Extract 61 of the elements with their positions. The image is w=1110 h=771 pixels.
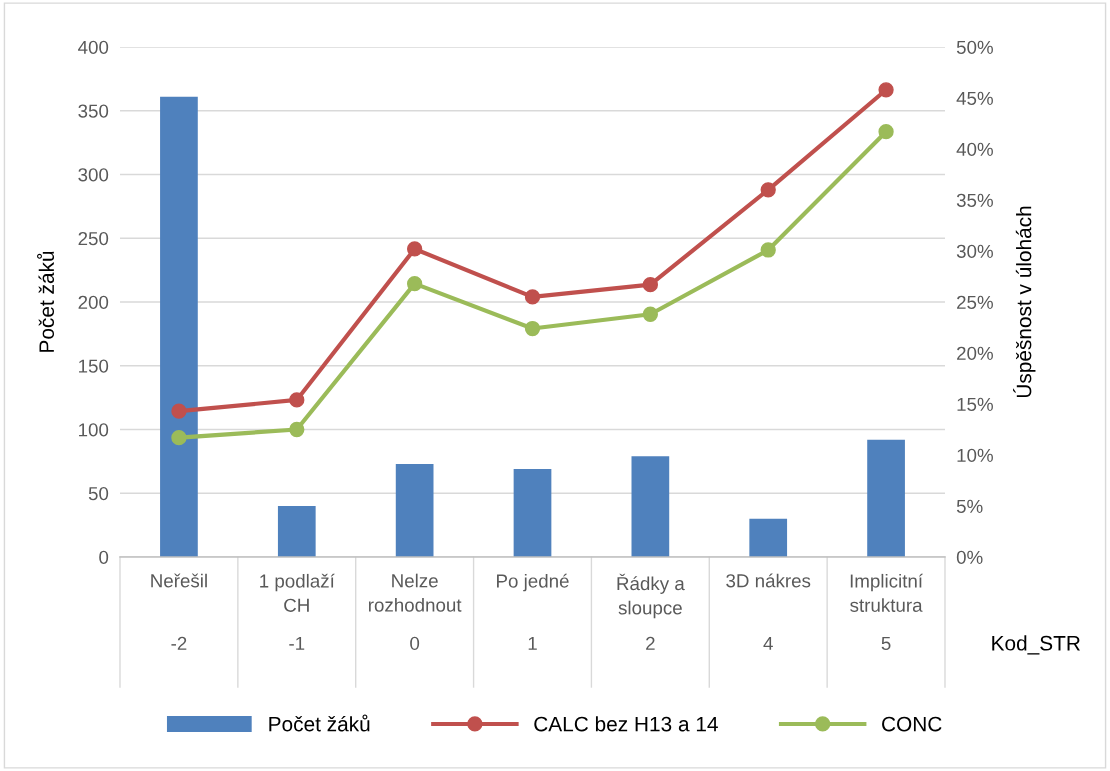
y2-tick-label: 5% [956,499,983,513]
y2-tick-label: 40% [956,142,993,156]
y-axis-title: Počet žáků [37,251,55,352]
point [878,82,894,98]
x-tick-label: Neřešil [151,573,207,588]
point [171,403,187,419]
x-tick-label: Po jedné [497,573,569,592]
bar [513,469,552,557]
point [289,421,305,438]
y-tick-label: 50 [88,486,109,501]
legend-label: CONC [882,716,942,732]
point [171,430,187,446]
point [760,242,776,258]
y2-tick-label: 30% [956,244,993,258]
y-tick-label: 400 [78,40,109,54]
x-tick-label: 1 podlaží CH [260,573,335,612]
y2-tick-label: 0% [956,550,983,564]
point [524,320,541,337]
point [407,276,423,292]
y2-tick-label: 10% [957,448,993,462]
point [878,124,894,140]
bar [277,506,316,557]
bar [867,439,905,557]
point [289,392,305,408]
x-tick-label: 3D nákres [726,573,811,588]
point [407,241,423,257]
text: 2 [646,636,655,650]
text: 0 [410,636,420,651]
x-tick-label: Implicitní struktura [850,573,923,612]
x-tick-label: Nelze rozhodnout [368,573,462,612]
y2-tick-label: 25% [957,295,993,309]
y-tick-label: 150 [79,359,109,373]
x-axis-title: Kod_STR [992,635,1080,655]
y-tick-label: 350 [78,104,109,118]
bar [631,456,670,557]
y2-tick-label: 35% [956,193,993,207]
y2-tick-label: 50% [956,40,993,54]
bar [395,463,434,557]
bar [160,96,198,557]
text: 4 [763,636,773,650]
y2-tick-label: 15% [957,397,993,411]
y2-tick-label: 20% [957,346,993,360]
legend-label: CALC bez H13 a 14 [534,716,718,732]
point [642,306,658,322]
legend-label: Počet žáků [269,714,370,732]
bar [749,518,788,557]
y-tick-label: 200 [78,295,109,309]
text: 1 [528,636,537,650]
point [642,277,658,293]
y-tick-label: 250 [78,231,109,246]
y2-tick-label: 45% [956,91,993,105]
point [760,182,776,198]
y2-axis-title: Úspěšnost v úlohách [1013,206,1036,398]
text: -2 [171,636,187,650]
y-tick-label: 300 [78,168,109,182]
point [524,289,541,305]
text: -1 [289,636,305,650]
y-tick-label: 0 [99,550,109,564]
y-tick-label: 100 [79,423,109,437]
x-tick-label: Řádky a sloupce [617,573,685,619]
text: 5 [881,636,891,651]
